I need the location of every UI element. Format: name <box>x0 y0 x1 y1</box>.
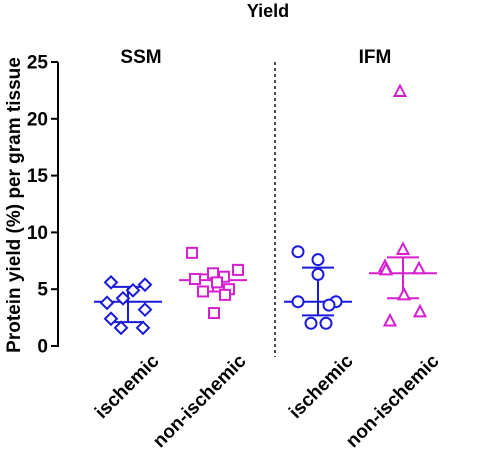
point-square <box>211 276 223 289</box>
y-axis-label: Protein yield (%) per gram tissue <box>4 57 25 353</box>
point-triangle <box>412 303 428 318</box>
point-triangle <box>411 260 427 275</box>
y-tick-label: 10 <box>27 223 48 244</box>
point-diamond <box>103 311 119 327</box>
point-diamond <box>135 320 151 336</box>
point-diamond <box>99 295 115 311</box>
point-triangle <box>378 261 394 276</box>
point-triangle <box>392 83 408 98</box>
point-square <box>219 288 231 301</box>
point-circle <box>311 267 325 281</box>
data-marks <box>94 83 437 336</box>
point-square <box>186 246 198 259</box>
point-diamond <box>125 282 141 298</box>
point-diamond <box>103 274 119 290</box>
y-tick-label: 15 <box>27 166 49 187</box>
point-square <box>232 263 244 276</box>
point-diamond <box>137 277 153 293</box>
panel-label-ssm: SSM <box>120 47 161 68</box>
y-tick-label: 5 <box>37 280 48 301</box>
panel-label-ifm: IFM <box>359 47 392 68</box>
point-square <box>208 307 220 320</box>
y-tick-label: 20 <box>27 109 48 130</box>
point-circle <box>311 253 325 267</box>
point-circle <box>319 316 333 330</box>
point-circle <box>291 245 305 259</box>
point-square <box>197 285 209 298</box>
y-tick-label: 0 <box>37 337 48 358</box>
point-diamond <box>137 302 153 318</box>
point-triangle <box>382 312 398 327</box>
point-square <box>189 272 201 285</box>
y-ticks: 0 5 10 15 20 25 <box>27 53 58 358</box>
point-circle <box>304 316 318 330</box>
chart-title: Yield <box>247 1 289 21</box>
category-label: non-ischemic <box>149 350 251 452</box>
point-circle <box>322 298 336 312</box>
point-circle <box>291 295 305 309</box>
point-triangle <box>395 241 411 255</box>
point-diamond <box>115 290 131 306</box>
y-tick-label: 25 <box>27 53 49 74</box>
category-label: ischemic <box>91 350 164 423</box>
point-triangle <box>396 286 412 301</box>
point-diamond <box>113 320 129 336</box>
category-label: ischemic <box>285 350 358 423</box>
